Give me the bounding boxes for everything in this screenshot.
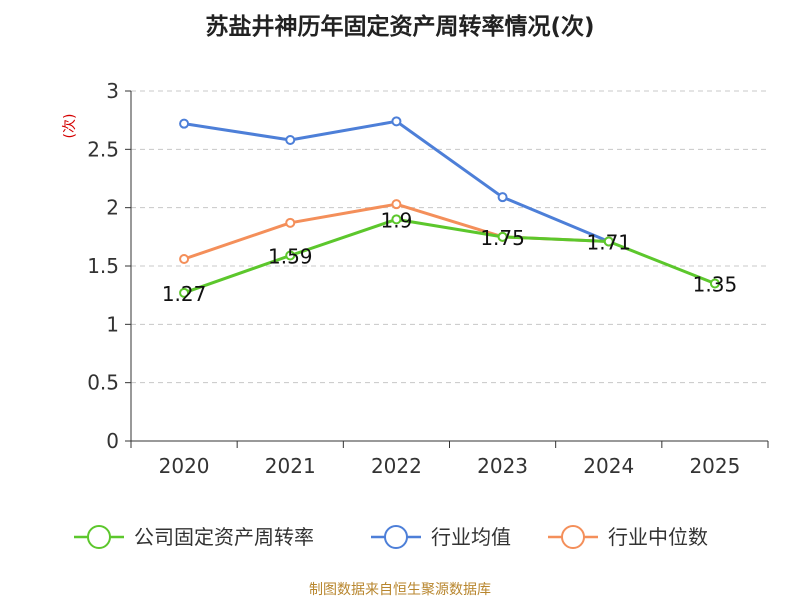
x-tick-label: 2022 (371, 454, 422, 478)
series-1-point[interactable] (497, 192, 508, 203)
y-tick-label: 2.5 (87, 137, 119, 161)
legend-marker-1[interactable] (384, 525, 408, 549)
x-tick-label: 2021 (265, 454, 316, 478)
series-0-point[interactable] (709, 278, 720, 289)
axes: 0 0.5 1 1.5 2 2.5 3 2020 2021 2022 2023 2024 2025 (87, 79, 769, 478)
y-tick-label: 2 (106, 196, 119, 220)
series-0-point[interactable] (603, 236, 614, 247)
data-label: 1.59 (268, 245, 313, 269)
grid-lines (131, 90, 768, 384)
legend: 公司固定资产周转率 行业均值 行业中位数 (74, 525, 708, 549)
legend-label-2[interactable]: 行业中位数 (608, 525, 708, 549)
legend-label-1[interactable]: 行业均值 (431, 525, 511, 549)
series-1-point[interactable] (285, 135, 296, 145)
data-label: 1.75 (480, 226, 525, 250)
series-2-point[interactable] (179, 254, 190, 264)
series-0-point[interactable] (497, 231, 508, 242)
x-tick-label: 2025 (689, 454, 740, 478)
series-0-point[interactable] (179, 287, 190, 298)
data-label: 1.9 (381, 208, 413, 232)
legend-label-0[interactable]: 公司固定资产周转率 (134, 525, 314, 549)
data-label: 1.35 (693, 273, 738, 297)
series-0-point[interactable] (391, 214, 402, 225)
x-tick-label: 2023 (477, 454, 528, 478)
x-tick-label: 2024 (583, 454, 634, 478)
data-source-note: 制图数据来自恒生聚源数据库 (309, 582, 491, 598)
series-1-point[interactable] (391, 116, 402, 127)
series-line-0 (183, 217, 716, 295)
y-tick-label: 0.5 (87, 371, 119, 395)
chart-title: 苏盐井神历年固定资产周转率情况(次) (205, 13, 594, 40)
y-tick-label: 0 (106, 429, 119, 453)
legend-marker-0[interactable] (87, 525, 111, 549)
y-axis-unit-label: (次) (62, 114, 78, 139)
y-tick-label: 1 (106, 312, 119, 336)
series-2-point[interactable] (285, 217, 296, 228)
data-labels: 1.27 1.59 1.9 1.75 1.71 1.35 (162, 208, 737, 306)
data-label: 1.71 (586, 231, 631, 255)
y-tick-label: 3 (106, 79, 119, 103)
series-2-point[interactable] (391, 199, 402, 210)
series-1-point[interactable] (179, 118, 190, 129)
series-lines (179, 116, 720, 298)
y-tick-label: 1.5 (87, 254, 119, 278)
legend-marker-2[interactable] (561, 525, 585, 549)
data-label: 1.27 (162, 282, 207, 306)
x-tick-label: 2020 (159, 454, 210, 478)
series-0-point[interactable] (285, 250, 296, 261)
